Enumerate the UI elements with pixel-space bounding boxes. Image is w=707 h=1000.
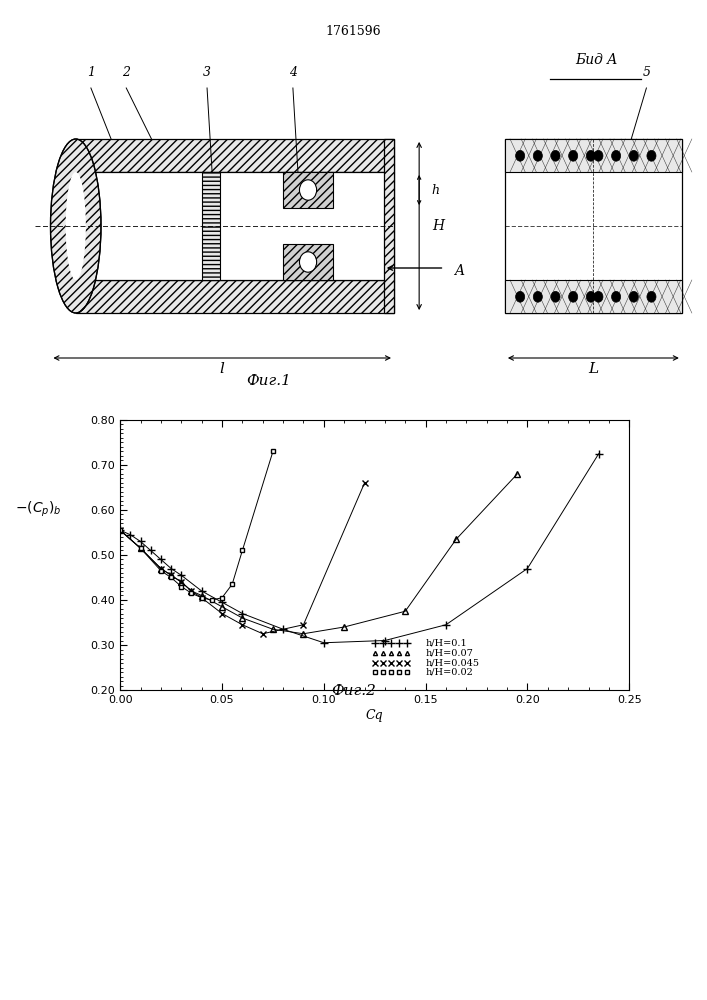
Text: 2: 2 xyxy=(122,66,130,79)
Circle shape xyxy=(515,150,525,161)
Text: h/H=0.02: h/H=0.02 xyxy=(426,668,474,677)
Text: 1761596: 1761596 xyxy=(326,25,381,38)
Text: Бид A: Бид A xyxy=(575,53,617,67)
Circle shape xyxy=(300,180,317,200)
Circle shape xyxy=(568,150,578,161)
Circle shape xyxy=(586,291,595,302)
Circle shape xyxy=(629,150,638,161)
Circle shape xyxy=(551,291,560,302)
Text: h: h xyxy=(432,184,440,196)
Text: h/H=0.1: h/H=0.1 xyxy=(426,638,467,647)
Circle shape xyxy=(594,150,603,161)
Circle shape xyxy=(612,150,621,161)
Bar xyxy=(505,280,682,313)
Bar xyxy=(76,139,394,172)
Text: L: L xyxy=(588,362,598,376)
Circle shape xyxy=(629,291,638,302)
X-axis label: Cq: Cq xyxy=(366,709,383,722)
Bar xyxy=(283,244,333,280)
Circle shape xyxy=(568,291,578,302)
Text: 1: 1 xyxy=(87,66,95,79)
Circle shape xyxy=(612,291,621,302)
Circle shape xyxy=(533,150,542,161)
Text: Фиг.1: Фиг.1 xyxy=(246,374,291,388)
Text: h/H=0.07: h/H=0.07 xyxy=(426,648,474,657)
Circle shape xyxy=(533,291,542,302)
Bar xyxy=(283,172,333,208)
Text: A: A xyxy=(455,264,464,278)
Circle shape xyxy=(647,150,656,161)
Ellipse shape xyxy=(50,139,101,313)
Circle shape xyxy=(300,252,317,272)
Bar xyxy=(76,280,394,313)
Text: 3: 3 xyxy=(203,66,211,79)
Text: 4: 4 xyxy=(289,66,297,79)
Ellipse shape xyxy=(66,172,86,280)
Bar xyxy=(505,139,682,172)
Bar xyxy=(505,139,682,313)
Circle shape xyxy=(586,150,595,161)
Text: h/H=0.045: h/H=0.045 xyxy=(426,658,479,667)
Bar xyxy=(202,172,220,280)
Text: 5: 5 xyxy=(643,66,650,79)
Bar xyxy=(384,139,394,313)
Circle shape xyxy=(515,291,525,302)
Text: H: H xyxy=(432,219,444,233)
Circle shape xyxy=(551,150,560,161)
Bar xyxy=(76,172,394,280)
Text: l: l xyxy=(220,362,225,376)
Circle shape xyxy=(594,291,603,302)
Text: $-(C_p)_b$: $-(C_p)_b$ xyxy=(16,499,62,519)
Circle shape xyxy=(647,291,656,302)
Text: Фиг.2: Фиг.2 xyxy=(331,684,376,698)
